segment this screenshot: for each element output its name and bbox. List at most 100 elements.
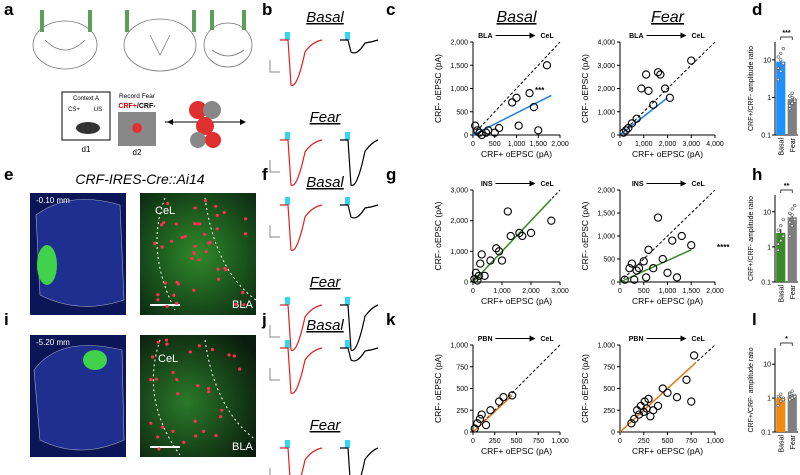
cell [193,419,197,423]
y-axis-label: CRF- oEPSC (pA) [433,201,443,270]
y-tick-label: 10 [763,362,771,369]
data-point [475,128,484,137]
x-tick-label: 2,000 [659,141,677,148]
cell [203,199,208,203]
data-point [630,275,639,284]
cell [174,222,179,226]
significance: * [785,336,788,343]
bar [776,61,786,136]
data-point [481,420,491,430]
trace-crf-negative [340,139,379,186]
x-tick-label: 1,000 [635,141,653,148]
circuit-diagram [165,101,246,148]
y-tick-label: 1,000 [450,86,468,93]
data-point [793,203,797,208]
data-point [687,397,696,406]
panel-letter: e [4,165,13,184]
cell [197,258,201,262]
day-label: d1 [82,145,91,154]
cell [241,291,245,295]
x-tick-label: 0 [471,141,475,148]
data-point [627,419,636,428]
significance-bracket [780,189,793,193]
cell [196,384,200,388]
scale-bar [269,368,280,381]
data-point [779,224,783,228]
data-point [788,398,792,402]
x-tick-label: 1,000 [659,288,677,295]
cell [234,302,238,307]
y-tick-label: 10 [763,209,771,216]
cell [171,370,175,375]
x-axis-label: CRF+ oEPSC (pA) [632,446,703,456]
cell [204,249,208,254]
data-point [506,231,515,241]
data-point [788,104,792,108]
data-point [779,399,783,403]
data-point [779,392,783,396]
region-label: CeL [155,205,175,217]
significance: ** [784,183,790,190]
y-tick-label: 2,000 [597,86,615,93]
data-point [649,100,658,109]
y-tick-label: 500 [603,257,615,264]
x-tick-label: 2,000 [551,141,569,148]
x-tick-label: 1,000 [493,288,511,295]
significance-bracket [780,342,793,346]
y-tick-label: 1,500 [597,211,615,218]
data-point [473,126,482,135]
y-tick-label: 1,000 [597,234,615,241]
cell [243,217,248,221]
y-tick-label: 750 [456,364,468,371]
cell [220,408,224,412]
data-point [790,91,794,95]
y-tick-label: 1 [767,396,771,403]
cell [164,338,169,342]
data-point [660,84,670,93]
cell [176,392,180,396]
panel-letter: d [752,0,762,19]
fit-line [619,97,668,136]
data-point [788,234,792,238]
data-point [644,394,653,404]
data-point [477,130,486,140]
pathway-target: CeL [692,336,706,343]
data-point [494,397,504,406]
data-point [470,424,479,433]
data-point [790,224,794,228]
y-tick-label: 250 [603,408,615,415]
trace-title: Fear [310,417,342,434]
pathway-target: CeL [541,33,555,40]
coordinate: -5.20 mm [36,338,70,347]
cell [192,221,197,226]
trace-crf-positive [280,304,323,351]
cell [222,210,226,215]
trace-crf-negative [340,204,379,219]
y-tick-label: 1 [767,95,771,102]
significance: *** [535,86,545,95]
data-point [649,264,658,273]
cell [214,204,218,209]
data-point [776,66,780,70]
data-point [632,406,642,415]
data-point [781,234,785,238]
x-tick-label: 1,500 [529,141,547,148]
data-point [779,69,783,73]
data-point [490,128,499,137]
pathway-source: INS [481,181,493,188]
data-point [547,216,556,225]
x-tick-label: 3,000 [682,141,700,148]
significance-bracket [780,36,793,40]
x-tick-label: 3,000 [551,288,569,295]
data-point [781,47,785,51]
data-point [512,93,521,102]
stimulus [345,340,350,348]
cs-label: CS+ [68,107,80,113]
x-tick-label: 1,000 [551,438,569,445]
data-point [508,391,517,400]
panel-letter: h [752,165,762,184]
cell [180,235,184,239]
trace-title: Basal [306,174,344,191]
data-point [779,58,783,62]
